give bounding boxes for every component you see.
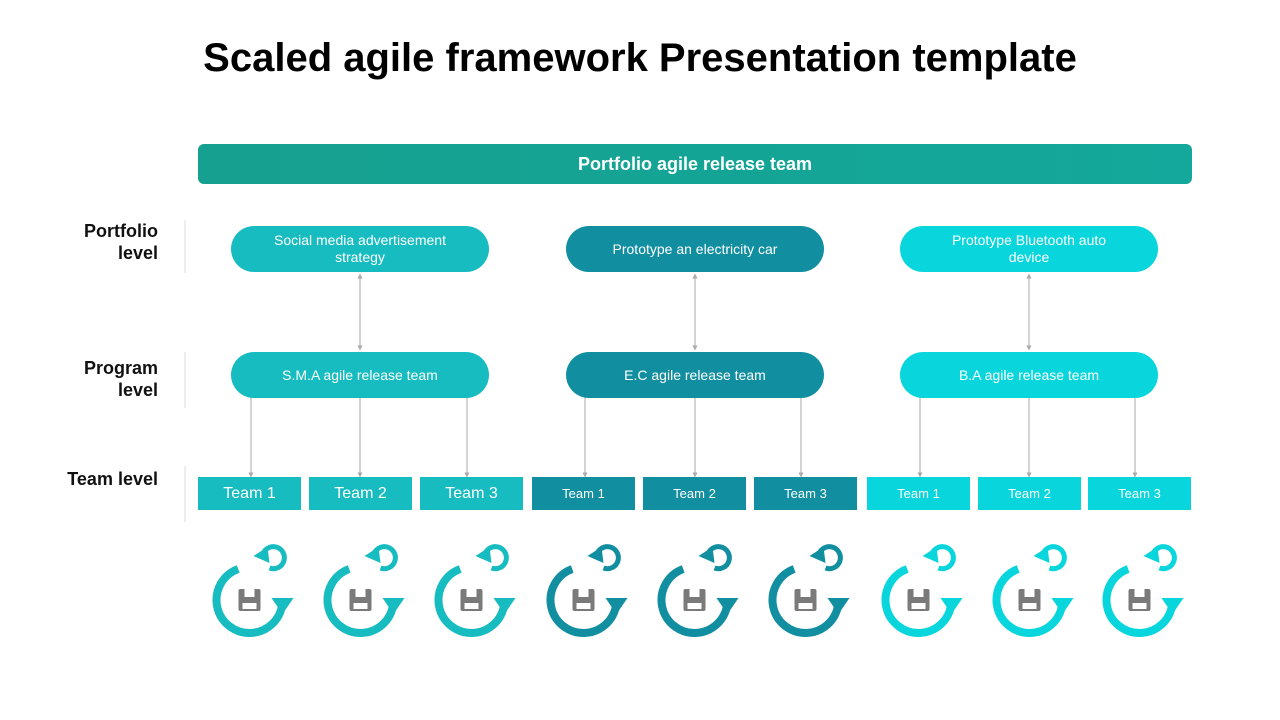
program-item: E.C agile release team — [566, 352, 824, 398]
cycle-arc — [212, 565, 287, 637]
cycle-icon — [434, 544, 516, 637]
cycle-head — [940, 598, 963, 614]
loop-head — [587, 547, 604, 563]
cycle-icon — [881, 544, 963, 637]
loop-head — [698, 547, 715, 563]
cycle-icon — [1102, 544, 1184, 637]
cycle-head — [271, 598, 294, 614]
team-box: Team 3 — [1088, 477, 1191, 510]
portfolio-item: Social media advertisement strategy — [231, 226, 489, 272]
loop-head — [809, 547, 826, 563]
team-box: Team 3 — [420, 477, 523, 510]
loop-head — [475, 547, 492, 563]
disk-label — [798, 603, 813, 609]
loop-head — [1143, 547, 1160, 563]
disk-slot — [913, 589, 924, 597]
team-box: Team 2 — [309, 477, 412, 510]
cycle-head — [605, 598, 628, 614]
loop-head — [364, 547, 381, 563]
disk-slot — [689, 589, 700, 597]
portfolio-item: Prototype an electricity car — [566, 226, 824, 272]
disk-slot — [244, 589, 255, 597]
cycle-icon — [323, 544, 405, 637]
loop-head — [922, 547, 939, 563]
level-label: Program level — [83, 358, 158, 400]
disk-label — [464, 603, 479, 609]
disk-slot — [355, 589, 366, 597]
cycle-head — [1161, 598, 1184, 614]
cycle-head — [827, 598, 850, 614]
team-box: Team 1 — [867, 477, 970, 510]
cycle-head — [382, 598, 405, 614]
portfolio-item: Prototype Bluetooth auto device — [900, 226, 1158, 272]
cycle-arc — [768, 565, 843, 637]
disk-label — [1132, 603, 1147, 609]
team-box: Team 1 — [532, 477, 635, 510]
disk-label — [911, 603, 926, 609]
team-box: Team 3 — [754, 477, 857, 510]
program-item: B.A agile release team — [900, 352, 1158, 398]
cycle-arc — [546, 565, 621, 637]
cycle-icon — [768, 544, 850, 637]
level-label: Portfolio level — [84, 221, 158, 263]
cycle-arc — [657, 565, 732, 637]
disk-slot — [1134, 589, 1145, 597]
disk-label — [353, 603, 368, 609]
cycle-arc — [1102, 565, 1177, 637]
program-item: S.M.A agile release team — [231, 352, 489, 398]
disk-slot — [800, 589, 811, 597]
disk-label — [687, 603, 702, 609]
team-box: Team 2 — [978, 477, 1081, 510]
level-label: Team level — [67, 469, 158, 489]
cycle-icon — [212, 544, 294, 637]
cycle-arc — [881, 565, 956, 637]
banner: Portfolio agile release team — [198, 144, 1192, 184]
loop-head — [253, 547, 270, 563]
cycle-icon — [657, 544, 739, 637]
cycle-head — [716, 598, 739, 614]
disk-label — [576, 603, 591, 609]
disk-label — [242, 603, 257, 609]
cycle-arc — [434, 565, 509, 637]
team-box: Team 2 — [643, 477, 746, 510]
cycle-icon — [546, 544, 628, 637]
disk-slot — [466, 589, 477, 597]
disk-slot — [578, 589, 589, 597]
cycle-head — [1051, 598, 1074, 614]
cycle-arc — [992, 565, 1067, 637]
disk-label — [1022, 603, 1037, 609]
cycle-icon — [992, 544, 1074, 637]
loop-head — [1033, 547, 1050, 563]
title: Scaled agile framework Presentation temp… — [203, 36, 1077, 80]
disk-slot — [1024, 589, 1035, 597]
team-box: Team 1 — [198, 477, 301, 510]
cycle-arc — [323, 565, 398, 637]
cycle-head — [493, 598, 516, 614]
